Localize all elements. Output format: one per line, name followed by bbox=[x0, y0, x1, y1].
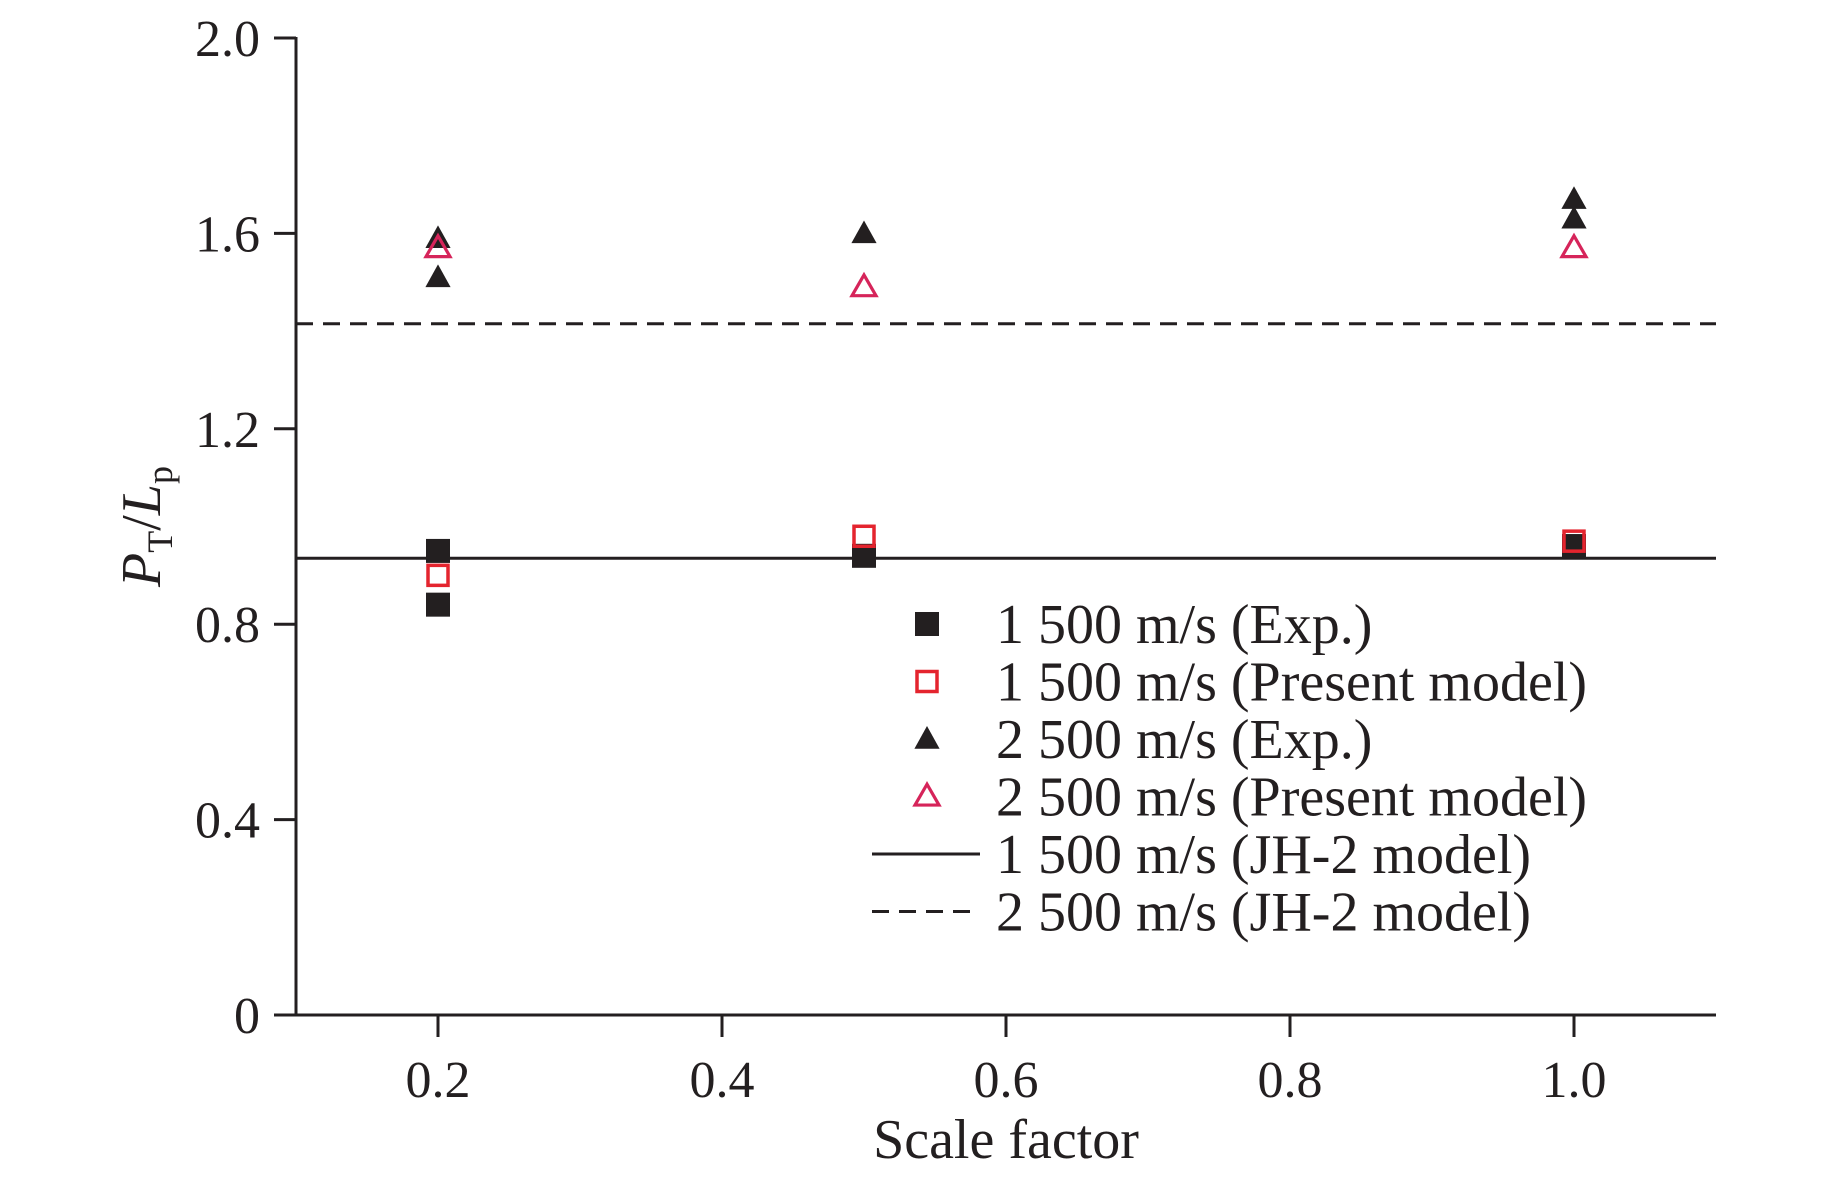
x-tick-label: 0.6 bbox=[974, 1052, 1039, 1109]
legend-symbol bbox=[915, 669, 939, 694]
y-axis-title-sub-t: T bbox=[140, 531, 180, 553]
legend: 1 500 m/s (Exp.)1 500 m/s (Present model… bbox=[872, 594, 1587, 944]
y-axis-title: PT/Lp bbox=[111, 466, 180, 588]
data-point bbox=[1561, 205, 1587, 229]
data-point bbox=[1559, 232, 1589, 259]
y-axis-title-slash: / bbox=[111, 515, 173, 531]
data-point bbox=[426, 592, 450, 617]
y-axis-title-sub-p: p bbox=[140, 466, 180, 484]
legend-label: 2 500 m/s (JH-2 model) bbox=[996, 882, 1531, 944]
legend-label: 1 500 m/s (Exp.) bbox=[996, 594, 1372, 656]
data-point bbox=[852, 524, 876, 549]
legend-symbol bbox=[915, 612, 939, 636]
y-tick-label: 1.2 bbox=[195, 402, 260, 459]
data-point bbox=[425, 264, 451, 288]
legend-label: 1 500 m/s (JH-2 model) bbox=[996, 824, 1531, 886]
y-axis-title-l: L bbox=[111, 484, 173, 516]
data-point bbox=[426, 538, 450, 563]
data-point bbox=[1561, 186, 1587, 209]
legend-symbol bbox=[914, 726, 940, 749]
x-axis-title: Scale factor bbox=[873, 1109, 1139, 1171]
y-tick-label: 1.6 bbox=[195, 206, 260, 263]
y-tick-label: 0 bbox=[234, 988, 260, 1045]
y-tick-label: 2.0 bbox=[195, 11, 260, 68]
data-point bbox=[851, 220, 877, 244]
data-point bbox=[1562, 534, 1586, 559]
x-tick-label: 0.2 bbox=[406, 1052, 471, 1109]
x-tick-label: 0.4 bbox=[690, 1052, 755, 1109]
x-axis-ticks: 0.2 0.4 0.6 0.8 1.0 bbox=[406, 1015, 1607, 1109]
legend-label: 2 500 m/s (Present model) bbox=[996, 767, 1587, 829]
legend-label: 2 500 m/s (Exp.) bbox=[996, 709, 1372, 771]
data-point bbox=[426, 563, 450, 588]
data-point bbox=[1562, 529, 1586, 553]
data-point bbox=[849, 271, 879, 298]
y-tick-label: 0.8 bbox=[195, 597, 260, 654]
data-point bbox=[423, 232, 453, 259]
y-axis-title-p: P bbox=[111, 553, 173, 588]
x-tick-label: 0.8 bbox=[1258, 1052, 1323, 1109]
legend-symbol bbox=[912, 781, 942, 807]
y-tick-label: 0.4 bbox=[195, 793, 260, 850]
x-tick-label: 1.0 bbox=[1542, 1052, 1607, 1109]
plot-area bbox=[296, 186, 1716, 617]
legend-label: 1 500 m/s (Present model) bbox=[996, 652, 1587, 714]
y-axis-ticks: 0 0.4 0.8 1.2 1.6 2.0 bbox=[195, 11, 296, 1045]
